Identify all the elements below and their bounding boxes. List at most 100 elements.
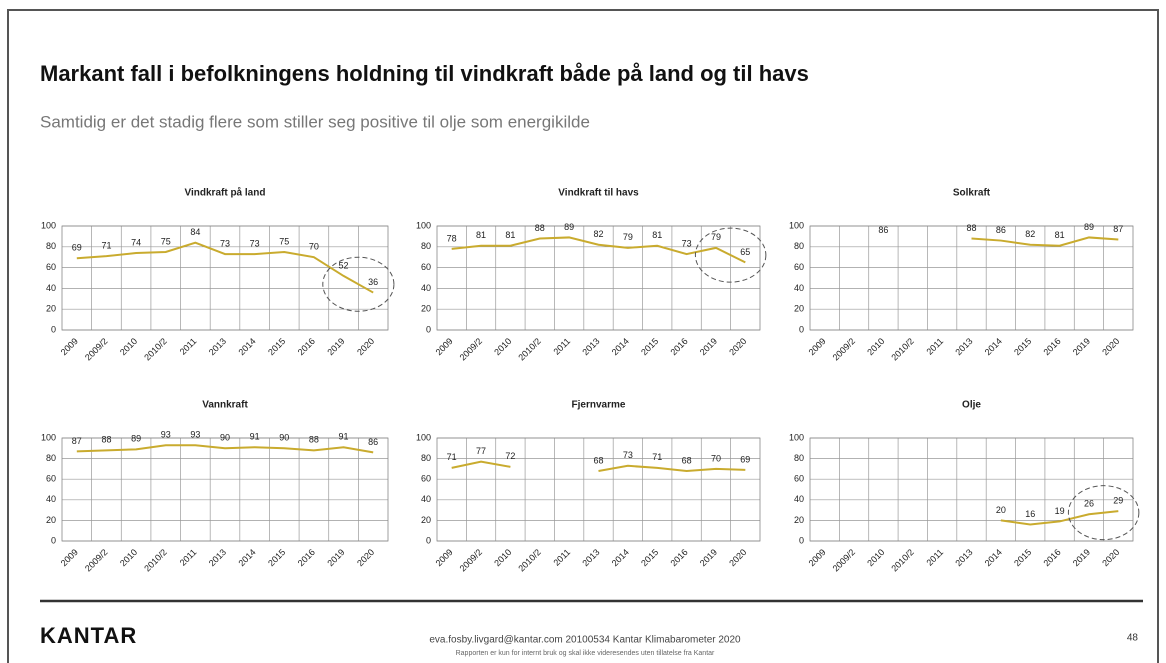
x-tick-label: 2019 (1071, 547, 1092, 568)
y-tick-label: 100 (416, 220, 431, 230)
x-tick-label: 2014 (610, 547, 631, 568)
data-line (451, 460, 511, 469)
value-label: 73 (250, 238, 260, 248)
value-label: 90 (220, 433, 230, 443)
y-tick-label: 100 (789, 432, 804, 442)
x-tick-label: 2009 (807, 547, 828, 568)
x-tick-label: 2013 (207, 547, 228, 568)
x-tick-label: 2010/2 (516, 547, 543, 574)
panel: Fjernvarme 0 20 40 60 80 100 2009 2009/2 2010 2010… (416, 400, 761, 574)
value-label: 86 (996, 225, 1006, 235)
x-tick-label: 2020 (727, 547, 748, 568)
value-label: 69 (740, 454, 750, 464)
value-label: 20 (996, 505, 1006, 515)
panel-title: Solkraft (953, 188, 991, 199)
panel-title: Fjernvarme (572, 400, 626, 411)
y-tick-label: 100 (41, 220, 56, 230)
plot-frame (61, 225, 389, 331)
value-label: 88 (101, 435, 111, 445)
x-tick-label: 2015 (266, 547, 287, 568)
y-tick-label: 20 (421, 515, 431, 525)
value-label: 71 (447, 452, 457, 462)
value-label: 79 (623, 232, 633, 242)
value-label: 29 (1113, 496, 1123, 506)
panel: Olje 0 20 40 60 80 100 2009 2009/2 2010 2010/2 2011… (789, 400, 1140, 574)
value-label: 81 (476, 230, 486, 240)
x-tick-label: 2011 (178, 547, 199, 568)
x-tick-label: 2009 (807, 336, 828, 357)
panel: Solkraft 0 20 40 60 80 100 2009 2009/2 2010 2010/2… (789, 188, 1134, 363)
x-tick-label: 2010 (118, 336, 139, 357)
x-tick-label: 2011 (551, 336, 572, 357)
x-tick-label: 2009 (59, 336, 80, 357)
x-tick-label: 2010 (865, 336, 886, 357)
x-tick-label: 2013 (207, 336, 228, 357)
x-tick-label: 2009/2 (83, 336, 110, 363)
value-label: 87 (72, 436, 82, 446)
y-tick-label: 40 (421, 283, 431, 293)
value-label: 73 (623, 450, 633, 460)
data-line (598, 464, 746, 472)
value-label: 75 (161, 236, 171, 246)
x-tick-label: 2016 (1041, 336, 1062, 357)
x-tick-label: 2009 (434, 336, 455, 357)
y-tick-label: 40 (421, 494, 431, 504)
x-tick-label: 2009 (59, 547, 80, 568)
panel: Vindkraft på land 0 20 40 60 80 100 2009 2009/2 2… (41, 187, 395, 363)
x-tick-label: 2015 (266, 336, 287, 357)
x-tick-label: 2013 (580, 336, 601, 357)
value-label: 88 (966, 223, 976, 233)
data-line (76, 241, 374, 294)
value-label: 70 (711, 453, 721, 463)
x-tick-label: 2019 (698, 336, 719, 357)
value-label: 73 (220, 238, 230, 248)
slide-frame (7, 9, 1159, 663)
value-label: 26 (1084, 499, 1094, 509)
plot-frame (436, 225, 761, 331)
slide-subtitle: Samtidig er det stadig flere som stiller… (40, 112, 590, 131)
x-tick-label: 2009 (434, 547, 455, 568)
panel: Vindkraft til havs 0 20 40 60 80 100 2009 2009/2… (416, 188, 767, 363)
value-label: 91 (250, 432, 260, 442)
value-label: 84 (190, 227, 200, 237)
data-line (76, 444, 374, 454)
y-tick-label: 60 (46, 262, 56, 272)
x-tick-label: 2020 (355, 547, 376, 568)
x-tick-label: 2010 (492, 336, 513, 357)
value-label: 52 (339, 260, 349, 270)
x-tick-label: 2015 (639, 336, 660, 357)
panel-title: Olje (962, 400, 981, 411)
x-tick-label: 2009/2 (831, 547, 858, 574)
y-tick-label: 80 (421, 453, 431, 463)
x-tick-label: 2013 (953, 547, 974, 568)
x-tick-label: 2019 (1071, 336, 1092, 357)
y-tick-label: 100 (416, 432, 431, 442)
y-tick-label: 0 (799, 324, 804, 334)
value-label: 89 (1084, 222, 1094, 232)
value-label: 77 (476, 446, 486, 456)
highlight-circle (1067, 485, 1140, 541)
plot-frame (809, 437, 1134, 542)
x-tick-label: 2009/2 (83, 547, 110, 574)
panel-title: Vannkraft (202, 400, 248, 411)
y-tick-label: 20 (46, 304, 56, 314)
x-tick-label: 2015 (1012, 547, 1033, 568)
value-label: 90 (279, 433, 289, 443)
x-tick-label: 2020 (1100, 547, 1121, 568)
y-tick-label: 60 (421, 474, 431, 484)
logo: KANTAR (40, 623, 137, 648)
value-label: 71 (101, 241, 111, 251)
y-tick-label: 40 (794, 283, 804, 293)
plot-frame (436, 437, 761, 542)
value-label: 16 (1025, 509, 1035, 519)
x-tick-label: 2010/2 (889, 547, 916, 574)
x-tick-label: 2015 (1012, 336, 1033, 357)
value-label: 82 (1025, 229, 1035, 239)
value-label: 88 (535, 223, 545, 233)
value-label: 81 (652, 230, 662, 240)
y-tick-label: 60 (794, 474, 804, 484)
value-label: 70 (309, 242, 319, 252)
x-tick-label: 2010/2 (142, 547, 169, 574)
footer-text: eva.fosby.livgard@kantar.com 20100534 Ka… (429, 635, 741, 646)
value-label: 72 (505, 451, 515, 461)
